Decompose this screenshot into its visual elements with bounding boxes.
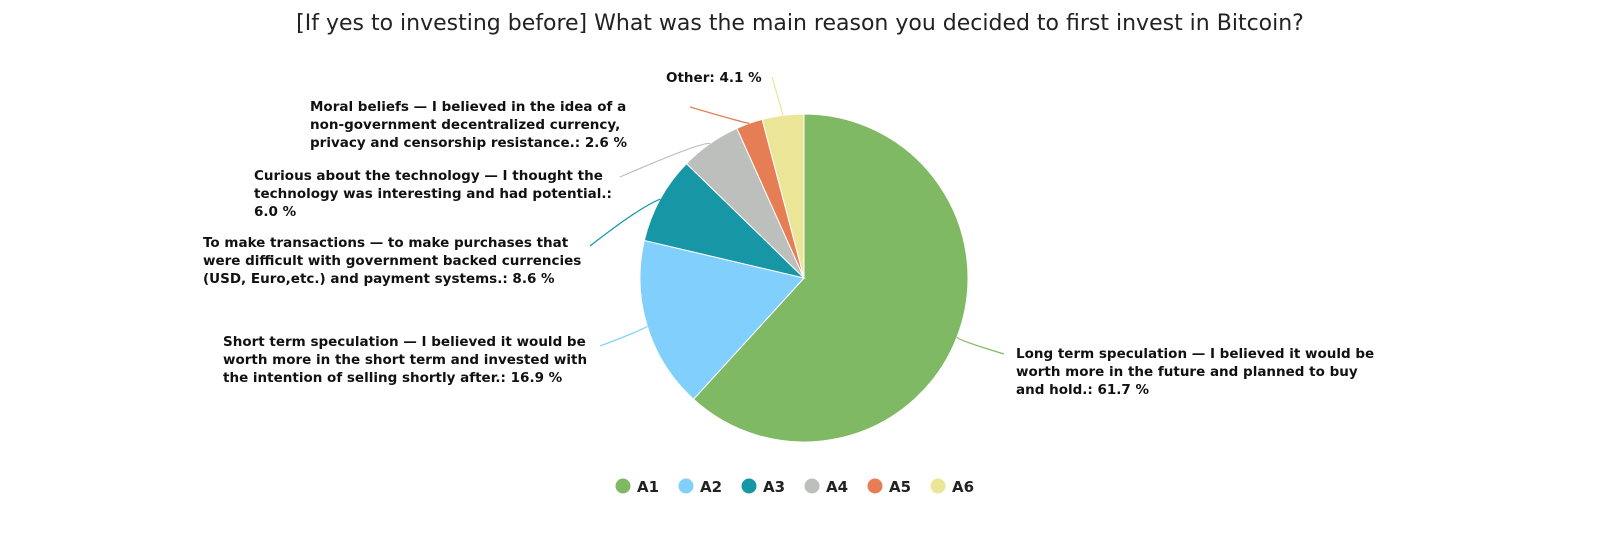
legend-label-a4: A4 <box>826 478 848 496</box>
legend-swatch-a1 <box>615 478 631 494</box>
legend: A1 A2 A3 A4 A5 A6 <box>615 478 975 496</box>
legend-item-a4[interactable]: A4 <box>804 478 849 496</box>
pie-slices <box>639 113 969 443</box>
slice-label-a3: To make transactions — to make purchases… <box>203 235 581 287</box>
pie-slice-a1[interactable] <box>692 113 969 443</box>
legend-swatch-a2 <box>678 478 694 494</box>
legend-item-a5[interactable]: A5 <box>867 478 912 496</box>
pie-slice-a3[interactable] <box>643 162 806 279</box>
pie-slice-a2[interactable] <box>639 239 805 400</box>
legend-swatch-a4 <box>804 478 820 494</box>
slice-label-a2: Short term speculation — I believed it w… <box>223 334 587 386</box>
legend-label-a3: A3 <box>763 478 785 496</box>
legend-item-a3[interactable]: A3 <box>741 478 786 496</box>
legend-label-a1: A1 <box>637 478 659 496</box>
legend-label-a2: A2 <box>700 478 722 496</box>
slice-labels: Long term speculation — I believed it wo… <box>203 70 1374 398</box>
leader-line-a6 <box>771 76 784 116</box>
legend-label-a5: A5 <box>889 478 911 496</box>
slice-label-a5: Moral beliefs — I believed in the idea o… <box>310 99 628 151</box>
legend-swatch-a5 <box>867 478 883 494</box>
label-leader-lines <box>589 76 1005 355</box>
slice-label-a6: Other: 4.1 % <box>666 70 762 86</box>
legend-swatch-a3 <box>741 478 757 494</box>
slice-label-a1: Long term speculation — I believed it wo… <box>1016 346 1374 398</box>
pie-slice-a6[interactable] <box>761 113 805 279</box>
leader-line-a4 <box>619 142 711 178</box>
leader-line-a1 <box>956 336 1005 355</box>
slice-label-a4: Curious about the technology — I thought… <box>254 168 612 220</box>
legend-item-a1[interactable]: A1 <box>615 478 660 496</box>
legend-swatch-a6 <box>930 478 946 494</box>
legend-label-a6: A6 <box>952 478 974 496</box>
legend-item-a6[interactable]: A6 <box>930 478 975 496</box>
leader-line-a5 <box>689 106 750 124</box>
leader-line-a2 <box>599 325 648 347</box>
chart-title: [If yes to investing before] What was th… <box>296 11 1304 36</box>
leader-line-a3 <box>589 198 661 247</box>
legend-item-a2[interactable]: A2 <box>678 478 723 496</box>
